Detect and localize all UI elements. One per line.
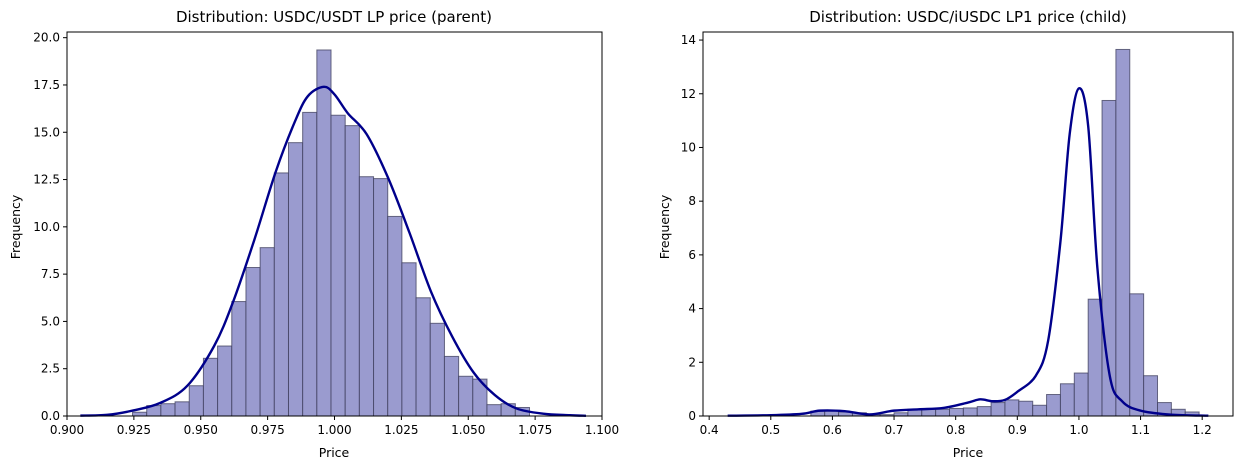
histogram-bar	[1129, 293, 1145, 417]
histogram-bar	[1032, 404, 1048, 417]
x-tick-label: 0.975	[250, 423, 284, 437]
histogram-bar	[1073, 372, 1089, 417]
histogram-bar	[330, 114, 346, 417]
y-tick-label: 10	[681, 140, 696, 154]
histogram-bar	[415, 297, 431, 417]
y-axis-label: Frequency	[657, 194, 672, 259]
histogram-bar	[1018, 400, 1034, 417]
x-tick-label: 0.925	[117, 423, 151, 437]
histogram-bar	[1143, 375, 1159, 417]
histogram-bar	[976, 406, 992, 417]
histogram-bar	[824, 410, 840, 417]
histogram-bar	[245, 267, 261, 417]
x-tick-label: 0.7	[884, 423, 903, 437]
y-tick-label: 5.0	[41, 314, 60, 328]
x-tick-label: 0.950	[184, 423, 218, 437]
x-tick-label: 1.0	[1069, 423, 1088, 437]
histogram-bar	[1059, 383, 1075, 417]
y-tick-label: 4	[688, 302, 696, 316]
histogram-bar	[160, 403, 176, 417]
histogram-bar	[935, 408, 951, 417]
x-tick-label: 0.900	[50, 423, 84, 437]
y-tick-label: 12.5	[33, 173, 60, 187]
x-tick-label: 1.100	[585, 423, 619, 437]
y-tick-label: 14	[681, 33, 696, 47]
histogram-bar	[1004, 399, 1020, 417]
histogram-bar	[387, 215, 403, 417]
histogram-bar	[259, 247, 275, 417]
histogram-bar	[962, 407, 978, 417]
y-tick-label: 7.5	[41, 267, 60, 281]
x-tick-label: 0.6	[823, 423, 842, 437]
histogram-bar	[990, 402, 1006, 417]
y-tick-label: 12	[681, 87, 696, 101]
histogram-bar	[921, 408, 937, 417]
chart-title: Distribution: USDC/USDT LP price (parent…	[176, 8, 492, 26]
x-tick-label: 0.4	[700, 423, 719, 437]
histogram-bar	[1046, 394, 1061, 417]
x-tick-label: 1.050	[451, 423, 485, 437]
child-distribution-chart: Distribution: USDC/iUSDC LP1 price (chil…	[657, 8, 1234, 460]
y-tick-label: 0.0	[41, 409, 60, 423]
y-axis-label: Frequency	[8, 194, 23, 259]
y-tick-label: 20.0	[33, 31, 60, 45]
histogram-bar	[373, 178, 389, 417]
y-tick-label: 8	[688, 194, 696, 208]
histogram-bar	[287, 142, 304, 417]
histogram-bar	[316, 49, 332, 417]
histogram-bar	[429, 322, 445, 417]
histogram-bar	[486, 404, 502, 417]
histogram-bar	[188, 385, 204, 417]
x-tick-label: 1.075	[518, 423, 552, 437]
x-tick-label: 0.5	[761, 423, 780, 437]
histogram-bar	[949, 407, 964, 417]
y-tick-label: 17.5	[33, 78, 60, 92]
y-tick-label: 0	[688, 409, 696, 423]
x-tick-label: 1.025	[384, 423, 418, 437]
parent-distribution-chart: Distribution: USDC/USDT LP price (parent…	[8, 8, 619, 460]
x-tick-label: 0.9	[1008, 423, 1027, 437]
x-tick-label: 1.000	[317, 423, 351, 437]
x-tick-label: 1.1	[1131, 423, 1150, 437]
histogram-bar	[217, 345, 233, 417]
plot-frame	[702, 31, 1234, 417]
kde-curve	[80, 85, 586, 418]
histogram-bar	[302, 111, 318, 417]
histogram-bar	[344, 125, 360, 417]
y-tick-label: 15.0	[33, 125, 60, 139]
x-tick-label: 1.2	[1193, 423, 1212, 437]
y-tick-label: 6	[688, 248, 696, 262]
y-tick-label: 2	[688, 355, 696, 369]
y-tick-label: 10.0	[33, 220, 60, 234]
kde-curve	[727, 87, 1209, 417]
histogram-bar	[443, 355, 460, 417]
chart-title: Distribution: USDC/iUSDC LP1 price (chil…	[809, 8, 1127, 26]
histogram-bar	[132, 411, 148, 417]
histogram-bar	[231, 301, 247, 417]
histogram-bar	[202, 357, 219, 417]
histogram-bar	[174, 401, 190, 417]
histogram-bar	[358, 176, 375, 417]
x-axis-label: Price	[953, 445, 984, 460]
histogram-bar	[401, 262, 417, 417]
y-tick-label: 2.5	[41, 362, 60, 376]
histogram-bar	[458, 375, 474, 417]
histogram-bar	[1115, 48, 1131, 417]
x-tick-label: 0.8	[946, 423, 965, 437]
x-axis-label: Price	[319, 445, 350, 460]
histogram-bar	[1087, 298, 1103, 417]
histogram-bar	[273, 172, 289, 417]
